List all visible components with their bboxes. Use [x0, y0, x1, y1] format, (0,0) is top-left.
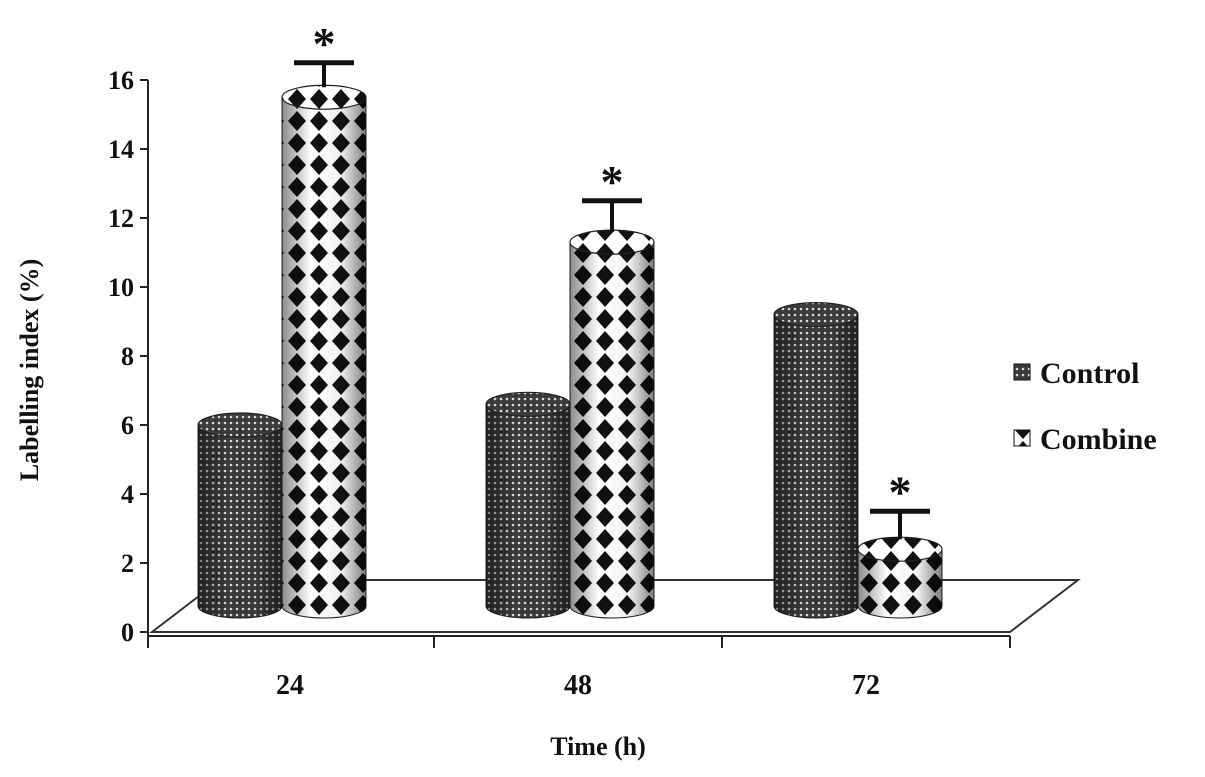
bar-control-24	[197, 412, 283, 619]
y-tick-label: 6	[121, 411, 134, 440]
y-tick-label: 4	[121, 480, 134, 509]
legend-label-combine: Combine	[1040, 423, 1157, 456]
bar-control-48	[485, 391, 571, 619]
bar-top	[485, 391, 571, 417]
bar-shading	[858, 549, 942, 618]
y-tick-label: 10	[108, 273, 134, 302]
legend-swatch-combine	[1013, 429, 1031, 447]
bar-combine-72	[857, 536, 943, 619]
x-tick-label: 48	[564, 670, 592, 701]
bar-top	[569, 229, 655, 255]
significance-marker: *	[601, 156, 624, 207]
y-axis-title: Labelling index (%)	[15, 259, 44, 481]
bar-shading	[282, 97, 366, 618]
bar-top	[857, 536, 943, 562]
legend: Control Combine	[1013, 357, 1157, 456]
bar-shading	[198, 425, 282, 618]
y-tick-label: 2	[121, 549, 134, 578]
chart-annotations: * * *	[294, 18, 930, 540]
x-tick-label: 24	[276, 670, 304, 701]
y-tick-label: 12	[108, 204, 134, 233]
bar-shading	[570, 242, 654, 618]
legend-label-control: Control	[1040, 357, 1139, 390]
y-tick-label: 14	[108, 135, 134, 164]
y-tick-label: 16	[108, 66, 134, 95]
bar-top	[773, 302, 859, 328]
significance-marker: *	[313, 18, 336, 69]
y-tick-label: 0	[121, 618, 134, 647]
x-axis-title: Time (h)	[550, 732, 646, 761]
legend-swatch-control	[1013, 363, 1031, 381]
x-tick-label: 72	[852, 670, 880, 701]
significance-marker: *	[889, 466, 912, 517]
bar-combine-24	[281, 84, 367, 619]
bar-control-72	[773, 302, 859, 619]
y-tick-label: 8	[121, 342, 134, 371]
bar-shading	[486, 404, 570, 618]
bar-shading	[774, 314, 858, 618]
bar-top	[281, 84, 367, 110]
bar-top	[197, 412, 283, 438]
bar-combine-48	[569, 229, 655, 619]
chart-bars	[197, 84, 943, 619]
